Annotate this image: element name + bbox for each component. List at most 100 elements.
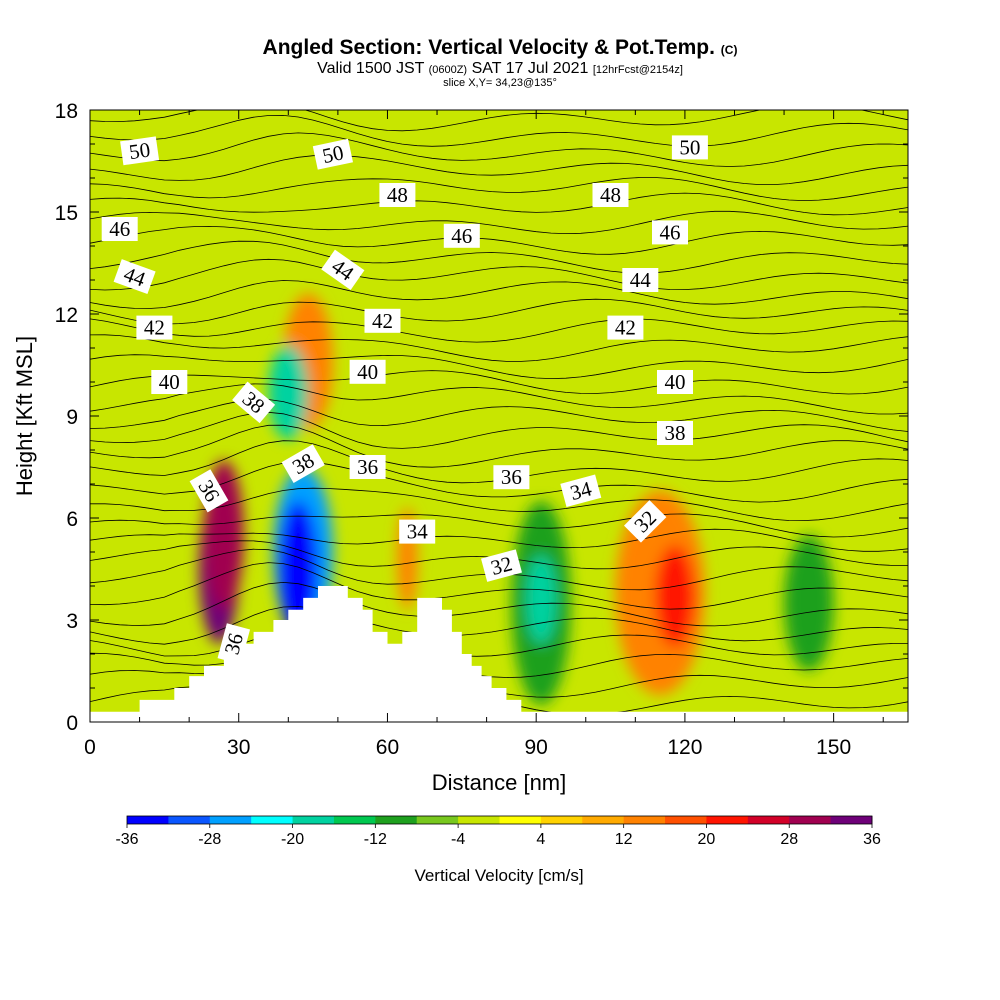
terrain: [90, 586, 908, 722]
isotherm-line: [90, 240, 908, 274]
isotherm-label-text: 50: [320, 140, 346, 168]
x-axis-label: Distance [nm]: [432, 770, 567, 795]
isotherm-label-box: [481, 549, 522, 582]
valid-prefix: Valid 1500 JST: [317, 60, 425, 77]
isotherm-label-text: 48: [387, 183, 408, 207]
isotherm-label-text: 48: [600, 183, 621, 207]
x-tick-label: 30: [227, 736, 250, 759]
isotherm-label: 36: [493, 465, 530, 490]
isotherm-line: [90, 280, 908, 309]
isotherm-label: 36: [217, 623, 251, 665]
isotherm-label-box: [607, 315, 644, 340]
isotherm-label-box: [592, 183, 629, 207]
chart-title: Angled Section: Vertical Velocity & Pot.…: [0, 36, 1000, 60]
colorbar-swatch: [665, 816, 707, 824]
colorbar-frame: [126, 815, 873, 825]
x-tick-label: 120: [667, 736, 702, 759]
isotherm-label: 34: [560, 474, 602, 508]
isotherm-label-box: [120, 136, 160, 166]
isotherm-label-box: [560, 474, 602, 508]
slice-info: slice X,Y= 34,23@135°: [443, 77, 557, 89]
isotherm-label: 36: [349, 455, 386, 479]
y-tick-label: 3: [66, 610, 78, 633]
isotherm-label-box: [657, 421, 693, 445]
isotherm-line: [90, 258, 908, 291]
isotherm-label-text: 50: [128, 137, 152, 164]
isotherm-label-box: [349, 455, 386, 479]
isotherm-line: [90, 177, 908, 202]
isotherm-label-box: [399, 519, 436, 544]
isotherm-label-box: [657, 370, 693, 394]
colorbar-tick-label: -20: [281, 831, 304, 848]
isotherm-label: 44: [622, 268, 659, 292]
y-tick-label: 12: [55, 304, 78, 327]
isotherm-label-box: [189, 469, 229, 513]
colorbar-swatch: [458, 816, 500, 824]
colorbar: -36 -28 -20 -12 -4 4 12 20 28 36: [115, 815, 881, 848]
isotherm-line: [90, 424, 908, 468]
isotherm-label-text: 50: [679, 135, 700, 159]
colorbar-swatch: [416, 816, 459, 824]
isotherm-label: 50: [671, 135, 708, 160]
isotherm-label: 46: [652, 220, 688, 245]
isotherm-label: 46: [443, 223, 480, 248]
chart-subtitle: Valid 1500 JST (0600Z) SAT 17 Jul 2021 […: [0, 60, 1000, 78]
isotherm-label-box: [443, 223, 480, 248]
isotherm-label: 50: [120, 136, 160, 166]
colorbar-swatch: [747, 816, 790, 824]
velocity-field: [199, 293, 834, 705]
isotherm-label-text: 38: [665, 421, 686, 445]
y-tick-label: 15: [55, 202, 78, 225]
isotherm-line: [90, 318, 908, 343]
isotherm-label: 42: [607, 315, 644, 340]
isotherm-label-box: [321, 249, 365, 290]
y-tick-label: 0: [66, 712, 78, 735]
isotherm-line: [90, 354, 908, 380]
isotherm-label-box: [101, 217, 138, 241]
isotherm-line: [90, 528, 908, 552]
isotherm-line: [90, 581, 908, 627]
isotherm-label: 48: [592, 183, 629, 207]
colorbar-tick-label: 28: [780, 831, 798, 848]
isotherm-line: [90, 114, 908, 147]
colorbar-swatch: [540, 816, 583, 824]
isotherm-line: [90, 298, 908, 325]
isotherm-label-text: 46: [109, 217, 130, 241]
isotherm-line: [90, 334, 908, 362]
y-tick-label: 6: [66, 508, 78, 531]
isotherm-label-text: 40: [665, 370, 686, 394]
x-tick-label: 150: [816, 736, 851, 759]
isotherm-label: 34: [399, 519, 436, 544]
isotherm-label-box: [136, 315, 173, 340]
velocity-cell: [655, 545, 695, 648]
velocity-cell: [268, 344, 309, 440]
isotherm-line: [90, 210, 908, 235]
isotherm-label-box: [671, 135, 708, 160]
isotherm-line: [90, 154, 908, 185]
isotherm-label: 46: [101, 217, 138, 241]
isotherm-label: 40: [657, 370, 693, 394]
isotherm-label: 38: [657, 421, 693, 445]
isotherm-line: [90, 399, 908, 432]
colorbar-tick-label: 36: [863, 831, 881, 848]
isotherm-label-box: [113, 259, 156, 295]
isotherm-label: 40: [151, 370, 188, 394]
isotherm-line: [90, 225, 908, 255]
isotherm-label-box: [281, 444, 325, 483]
y-tick-label: 18: [55, 100, 78, 123]
isotherm-line: [90, 411, 908, 449]
isotherm-label-text: 46: [660, 220, 681, 244]
colorbar-tick-label: 20: [698, 831, 716, 848]
colorbar-swatch: [499, 816, 542, 824]
velocity-cell: [526, 555, 557, 644]
forecast-info: [12hrFcst@2154z]: [592, 64, 683, 76]
valid-zulu: (0600Z): [428, 64, 468, 76]
isotherm-label: 42: [364, 308, 401, 333]
isotherm-line: [90, 461, 908, 503]
colorbar-tick-label: -12: [364, 831, 387, 848]
isotherm-label-text: 40: [357, 360, 378, 384]
